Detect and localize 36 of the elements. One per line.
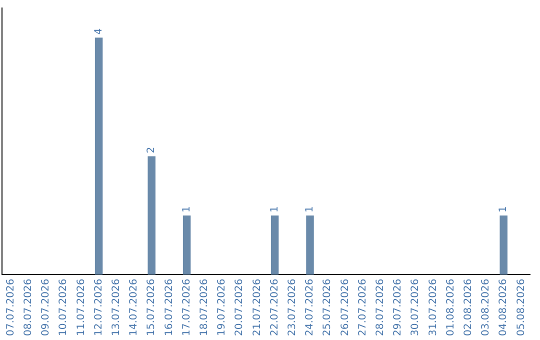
x-tick-label: 09.07.2026 xyxy=(40,278,52,336)
data-label: 1 xyxy=(498,206,510,212)
x-tick-label: 07.07.2026 xyxy=(5,278,16,336)
x-tick-label: 02.08.2026 xyxy=(462,278,474,336)
x-tick-label: 03.08.2026 xyxy=(480,278,492,336)
x-tick-label: 01.08.2026 xyxy=(445,278,456,336)
x-tick-label: 28.07.2026 xyxy=(374,278,386,336)
x-tick-label: 29.07.2026 xyxy=(392,278,404,336)
x-tick-label: 10.07.2026 xyxy=(58,278,70,336)
x-tick-label: 19.07.2026 xyxy=(216,278,228,336)
x-tick-label: 14.07.2026 xyxy=(128,278,140,336)
x-tick-label: 31.07.2026 xyxy=(428,278,439,336)
x-tick-label: 24.07.2026 xyxy=(304,278,316,336)
x-tick-label: 16.07.2026 xyxy=(164,278,175,336)
x-tick-label: 20.07.2026 xyxy=(234,278,246,336)
x-tick-label: 25.07.2026 xyxy=(322,278,334,336)
data-label: 1 xyxy=(304,206,316,212)
x-tick-label: 05.08.2026 xyxy=(516,278,527,336)
data-label: 1 xyxy=(181,206,192,212)
data-label: 2 xyxy=(146,146,158,154)
x-tick-label: 04.08.2026 xyxy=(498,278,510,336)
x-tick-label: 23.07.2026 xyxy=(286,278,298,336)
x-tick-label: 17.07.2026 xyxy=(181,278,192,336)
x-tick-label: 13.07.2026 xyxy=(110,278,122,336)
x-tick-label: 18.07.2026 xyxy=(198,278,210,336)
x-tick-label: 12.07.2026 xyxy=(93,278,104,336)
data-label: 1 xyxy=(269,206,280,212)
x-tick-label: 22.07.2026 xyxy=(269,278,280,336)
x-tick-label: 15.07.2026 xyxy=(146,278,158,336)
x-tick-label: 30.07.2026 xyxy=(410,278,422,336)
data-label: 4 xyxy=(93,28,104,35)
x-tick-label: 27.07.2026 xyxy=(357,278,368,336)
x-tick-label: 08.07.2026 xyxy=(22,278,34,336)
x-tick-label: 26.07.2026 xyxy=(340,278,351,336)
x-tick-label: 21.07.2026 xyxy=(252,278,263,336)
x-tick-label: 11.07.2026 xyxy=(76,278,87,336)
